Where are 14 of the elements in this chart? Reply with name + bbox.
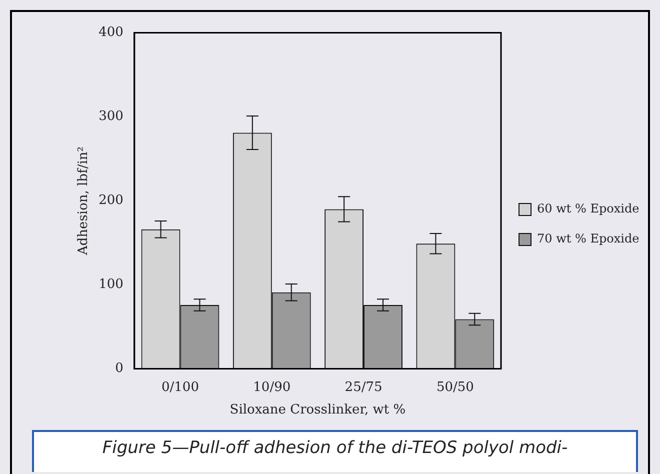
x-tick-label: 50/50 <box>436 380 474 395</box>
y-tick-label: 100 <box>98 277 124 292</box>
x-tick-label: 10/90 <box>253 380 291 395</box>
y-tick-label: 200 <box>98 193 124 208</box>
y-tick-label: 300 <box>98 109 124 124</box>
x-tick-label: 25/75 <box>344 380 382 395</box>
legend-label: 70 wt % Epoxide <box>537 232 640 246</box>
y-tick-label: 400 <box>98 25 124 40</box>
y-axis-title: Adhesion, lbf/in² <box>76 146 92 256</box>
y-tick-label: 0 <box>115 361 124 376</box>
caption: Figure 5—Pull-off adhesion of the di-TEOS polyol modi- <box>32 430 638 472</box>
legend-label: 60 wt % Epoxide <box>537 202 640 216</box>
x-axis-title: Siloxane Crosslinker, wt % <box>230 402 406 418</box>
x-tick-label: 0/100 <box>162 380 199 395</box>
